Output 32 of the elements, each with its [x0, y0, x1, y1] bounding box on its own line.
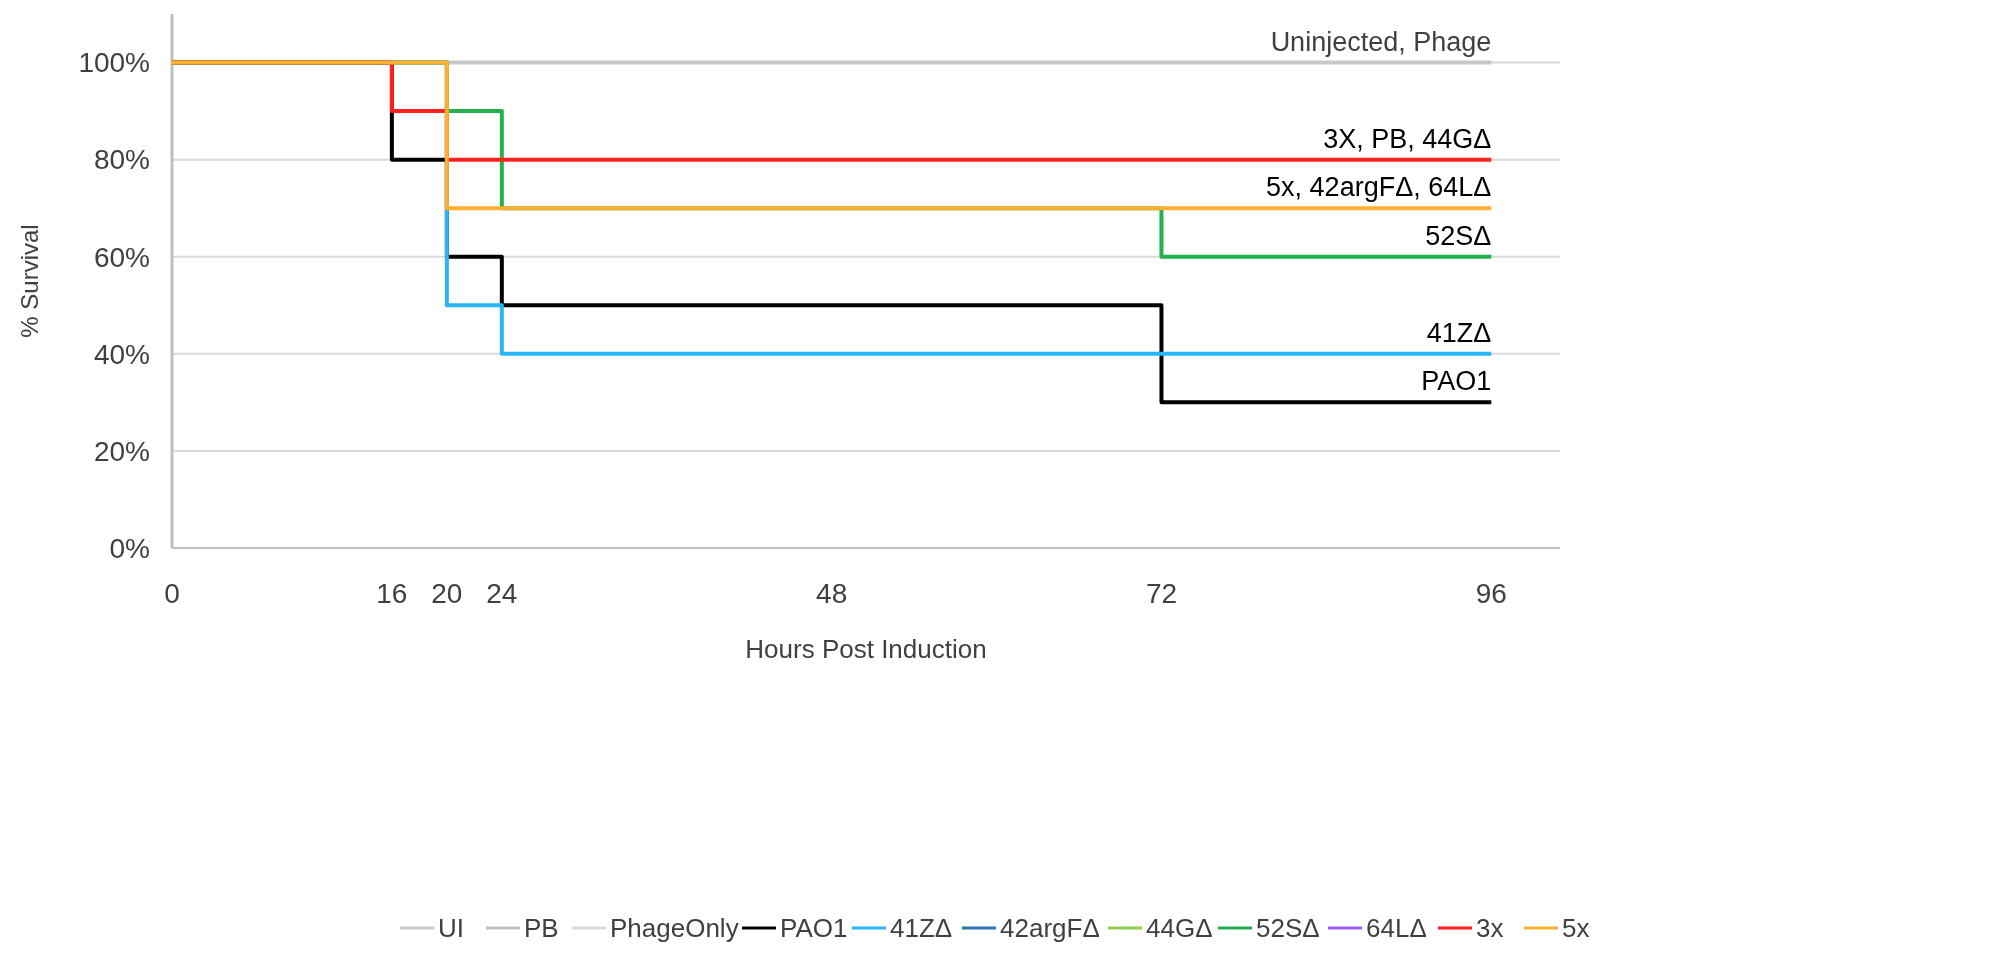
legend-label: UI — [438, 913, 464, 944]
y-tick-label: 40% — [93, 338, 150, 370]
y-tick-label: 20% — [93, 435, 150, 467]
legend-label: 64LΔ — [1366, 913, 1427, 944]
legend-label: 3x — [1476, 913, 1504, 944]
y-tick-label: 80% — [93, 144, 150, 176]
x-tick-label: 72 — [1145, 578, 1178, 609]
x-tick-label: 16 — [376, 578, 408, 609]
annotation: 41ZΔ — [1426, 317, 1492, 348]
y-axis-title: % Survival — [16, 224, 43, 338]
legend-label: PhageOnly — [610, 913, 739, 944]
legend-label: PB — [524, 913, 559, 944]
y-tick-label: 0% — [109, 532, 150, 564]
annotation: 3X, PB, 44GΔ — [1323, 123, 1492, 154]
x-tick-label: 20 — [431, 578, 463, 609]
annotation: PAO1 — [1421, 366, 1492, 397]
annotation: Uninjected, Phage — [1270, 26, 1492, 57]
legend-label: PAO1 — [780, 913, 848, 944]
y-tick-label: 60% — [93, 241, 150, 273]
legend-label: 41ZΔ — [890, 913, 953, 944]
y-tick-label: 100% — [78, 47, 150, 79]
x-tick-label: 24 — [486, 578, 518, 609]
x-tick-label: 0 — [164, 578, 180, 609]
legend-label: 5x — [1562, 913, 1590, 944]
x-axis-title: Hours Post Induction — [745, 634, 987, 664]
legend-label: 52SΔ — [1256, 913, 1320, 944]
annotation: 52SΔ — [1425, 220, 1492, 251]
x-tick-label: 48 — [816, 578, 848, 609]
x-tick-label: 96 — [1475, 578, 1507, 609]
legend-label: 44GΔ — [1146, 913, 1213, 944]
legend-label: 42argFΔ — [1000, 913, 1100, 944]
annotation: 5x, 42argFΔ, 64LΔ — [1266, 172, 1492, 203]
